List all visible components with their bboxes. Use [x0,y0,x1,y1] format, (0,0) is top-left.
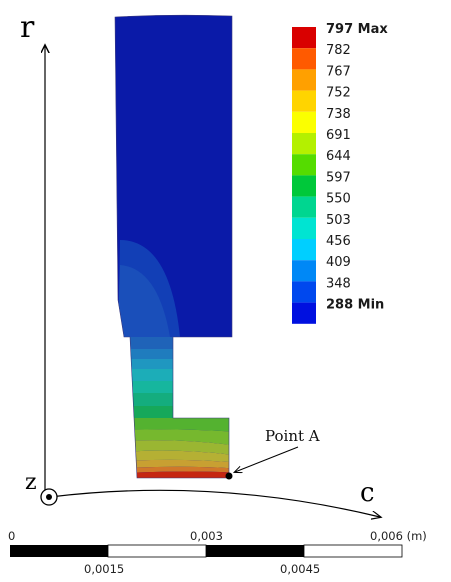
scale-segment-4 [303,544,403,558]
scale-segment-3 [206,545,304,557]
legend-swatch [292,175,316,197]
legend-label: 644 [326,149,351,164]
legend-label: 409 [326,255,351,270]
scale-label-00045: 0,0045 [280,562,320,576]
legend-label: 550 [326,192,351,207]
legend-swatch [292,217,316,239]
color-legend: 797 Max 782 767 752 738 691 644 597 550 503 456 409… [292,22,388,324]
legend-swatch [292,111,316,133]
legend-swatch [292,260,316,282]
legend-label: 767 [326,64,351,79]
legend-swatch [292,196,316,218]
legend-label: 456 [326,234,351,249]
scale-segment-1 [10,545,108,557]
legend-swatch [292,90,316,112]
legend-swatch [292,69,316,91]
legend-label: 348 [326,276,351,291]
point-a-annotation: Point A [225,427,320,480]
legend-swatch [292,27,316,49]
legend-swatch [292,154,316,176]
legend-label: 691 [326,128,351,143]
legend-swatch [292,239,316,261]
horizontal-axis-label: c [360,478,375,508]
origin-label: z [25,470,37,495]
legend-swatch [292,48,316,70]
scale-label-0: 0 [8,529,15,543]
scale-label-0003: 0,003 [190,529,223,543]
legend-label: 797 Max [326,22,388,37]
legend-label: 288 Min [326,298,384,313]
legend-label: 738 [326,107,351,122]
scale-segment-2 [107,544,207,558]
point-a-label: Point A [265,427,320,445]
point-a-marker [225,472,233,480]
legend-label: 597 [326,170,351,185]
legend-label: 503 [326,213,351,228]
geometry-body [115,15,232,478]
body-outline [114,14,233,479]
horizontal-axis: c [49,478,380,517]
scale-label-00015: 0,0015 [84,562,124,576]
vertical-axis-label: r [20,10,35,45]
scale-label-0006: 0,006 (m) [370,529,427,543]
legend-swatch [292,133,316,155]
legend-label: 782 [326,43,351,58]
scale-bar: 0 0,003 0,006 (m) 0,0015 0,0045 [8,529,427,576]
vertical-axis: r [20,10,45,497]
legend-swatch [292,302,316,324]
legend-swatch [292,281,316,303]
origin-marker: z [25,470,58,506]
legend-label: 752 [326,86,351,101]
